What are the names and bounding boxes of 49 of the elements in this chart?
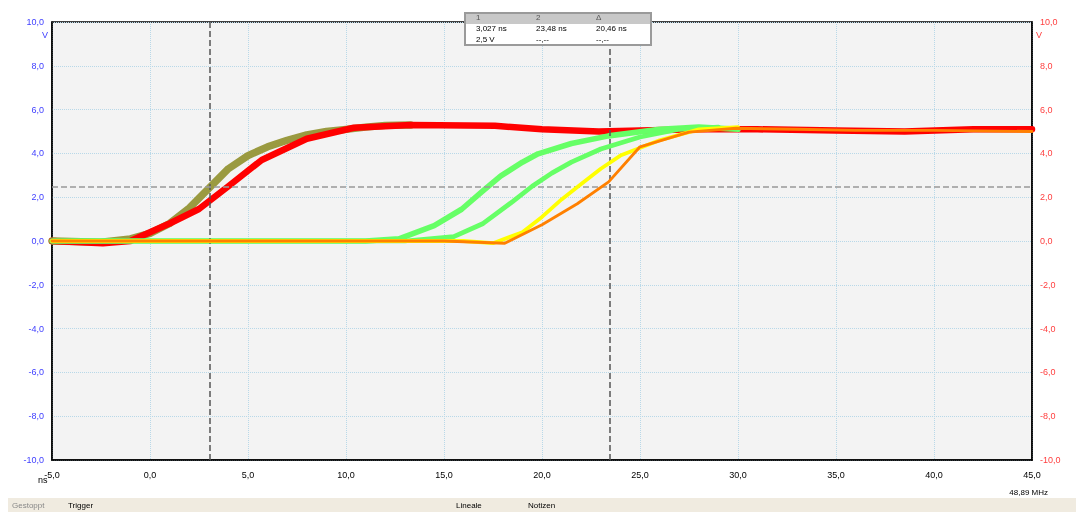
y2-tick-label: 10,0 — [1040, 17, 1058, 27]
y2-tick-label: -8,0 — [1040, 411, 1056, 422]
y2-tick-label: -6,0 — [1040, 367, 1056, 378]
annotation: 20,46 ns — [596, 24, 627, 34]
annotation: 3,027 ns — [476, 24, 507, 34]
text: 2 — [536, 13, 541, 23]
y2-tick-label: 2,0 — [1040, 192, 1053, 203]
text: Gestoppt — [12, 500, 46, 510]
text: Notizen — [528, 500, 556, 510]
y-tick-label: 0,0 — [31, 236, 44, 246]
y2-axis-title: V — [1036, 29, 1043, 40]
x-tick-label: -5,0 — [44, 469, 60, 480]
y2-tick-label: 6,0 — [1040, 104, 1053, 115]
annotation: --,-- — [536, 35, 549, 45]
x-tick-label: 15,0 — [435, 469, 453, 480]
text: Lineale — [456, 500, 483, 510]
text: 1 — [476, 13, 481, 23]
annotation: 23,48 ns — [536, 24, 567, 34]
x-tick-label: 0,0 — [143, 469, 157, 480]
annotation: --,-- — [596, 35, 609, 45]
y-tick-label: 2,0 — [31, 192, 44, 203]
annotation: 2,5 V — [476, 35, 495, 45]
y2-tick-label: -10,0 — [1040, 455, 1061, 465]
y-tick-label: 8,0 — [31, 60, 44, 71]
y2-tick-label: 8,0 — [1040, 60, 1053, 71]
y2-tick-label: -2,0 — [1040, 279, 1056, 290]
y-tick-label: -2,0 — [28, 279, 44, 290]
x-tick-label: 10,0 — [337, 469, 355, 480]
x-tick-label: 20,0 — [533, 469, 551, 480]
y-tick-label: 6,0 — [31, 104, 44, 115]
y-tick-label: -6,0 — [28, 367, 44, 378]
text: 48,89 MHz — [1009, 487, 1048, 497]
x-tick-label: 30,0 — [729, 469, 747, 480]
y-tick-label: -8,0 — [28, 411, 44, 422]
y-axis-title: V — [41, 29, 48, 40]
text: Trigger — [68, 500, 94, 510]
y-tick-label: 4,0 — [31, 148, 44, 159]
x-tick-label: 5,0 — [241, 469, 255, 480]
y-tick-label: 10,0 — [26, 17, 44, 27]
x-tick-label: 45,0 — [1023, 469, 1041, 480]
y-tick-label: -4,0 — [28, 323, 44, 334]
y-tick-label: -10,0 — [23, 455, 44, 465]
y2-tick-label: 4,0 — [1040, 148, 1053, 159]
x-tick-label: 35,0 — [827, 469, 845, 480]
x-tick-label: 25,0 — [631, 469, 649, 480]
y2-tick-label: -4,0 — [1040, 323, 1056, 334]
text: Δ — [596, 13, 602, 23]
x-tick-label: 40,0 — [925, 469, 943, 480]
y2-tick-label: 0,0 — [1040, 236, 1053, 246]
